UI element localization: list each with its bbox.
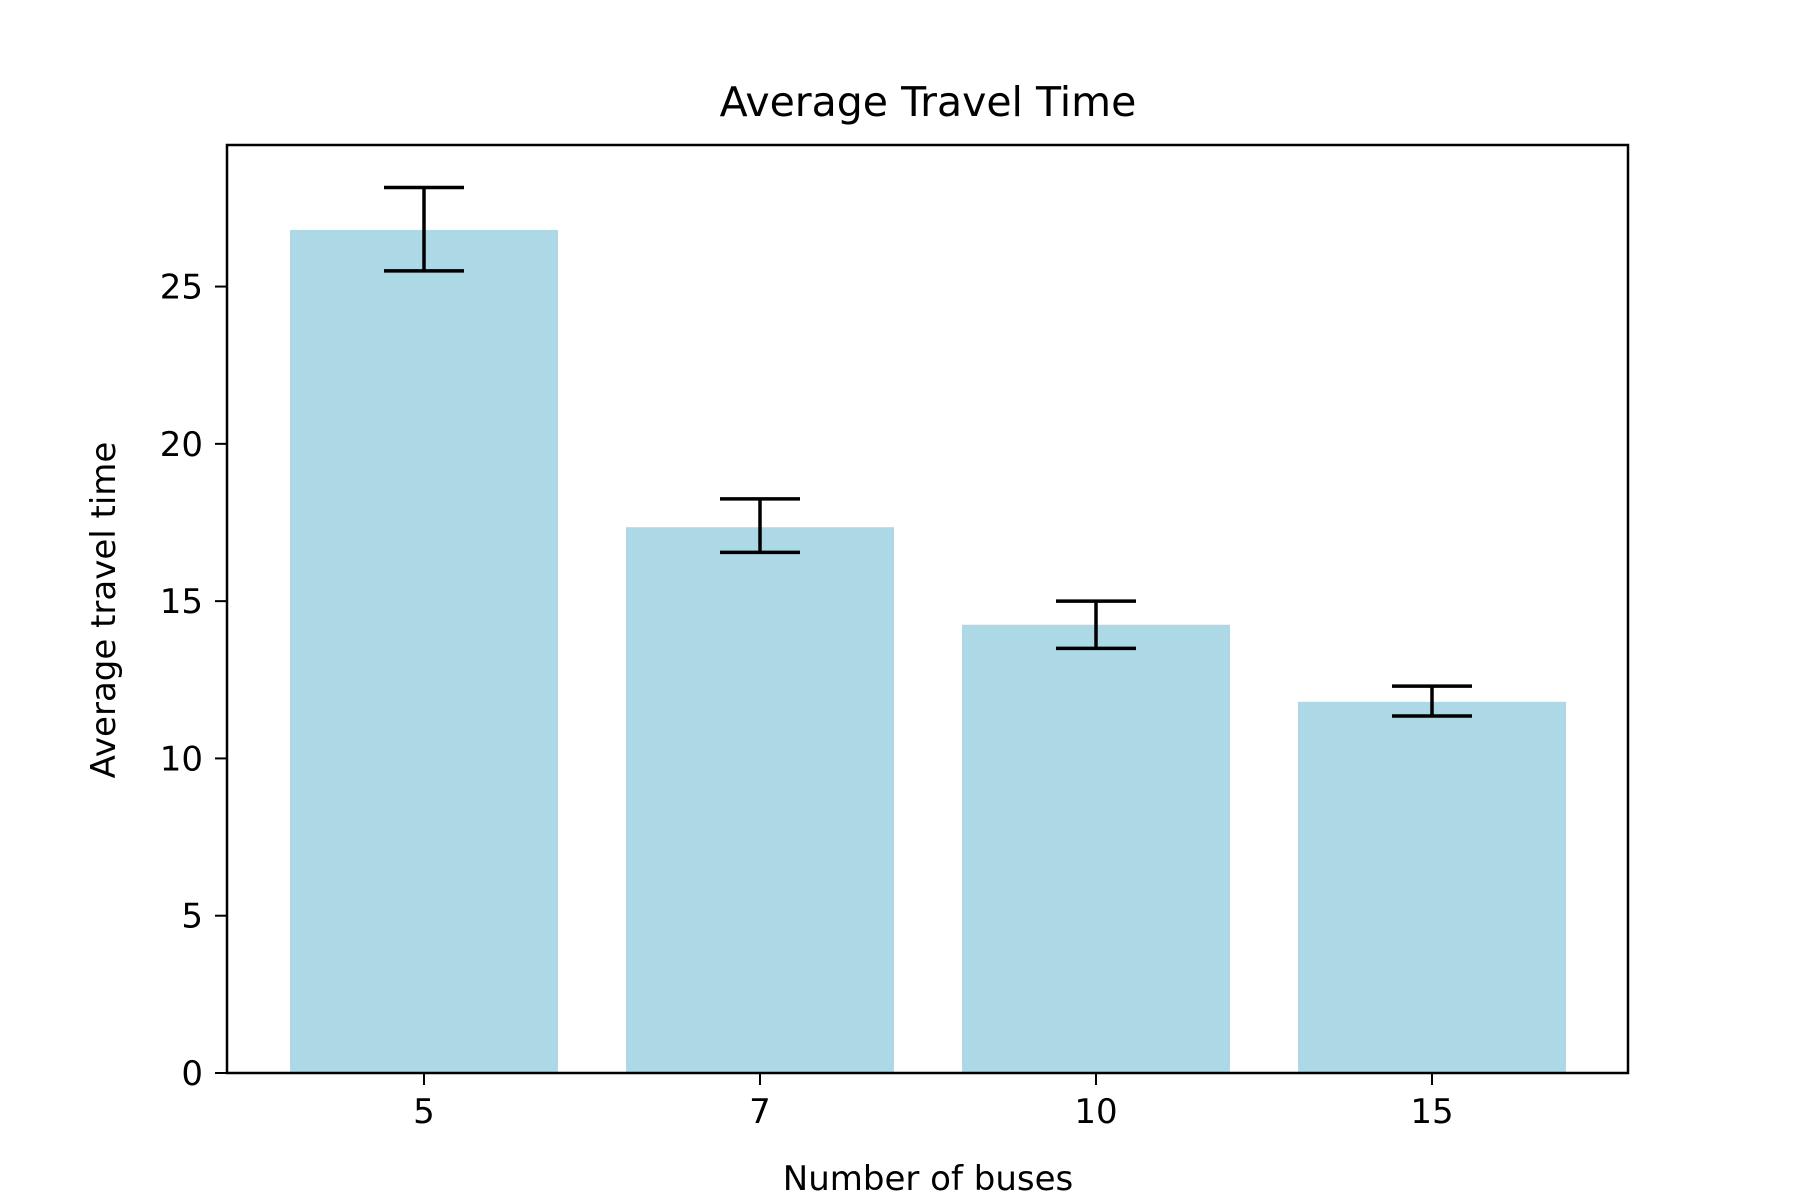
bar-15 <box>1298 701 1566 1073</box>
bar-10 <box>962 624 1230 1073</box>
error-bar-7 <box>720 497 800 555</box>
chart-title: Average Travel Time <box>720 78 1137 126</box>
x-axis-ticks: 5 7 10 15 <box>413 1073 1454 1132</box>
plot-frame <box>225 143 1630 1075</box>
y-tick-label-10: 10 <box>160 739 203 779</box>
bar-7 <box>626 527 894 1073</box>
bar-5 <box>290 229 558 1073</box>
x-tick-label-5: 5 <box>413 1092 435 1132</box>
y-tick-label-25: 25 <box>160 268 203 308</box>
y-tick-label-0: 0 <box>181 1054 203 1094</box>
y-axis-label: Average travel time <box>84 442 124 779</box>
bars-layer <box>290 229 1566 1073</box>
error-bars-layer <box>384 185 1472 718</box>
error-bar-10 <box>1056 599 1136 651</box>
y-axis-ticks: 0 5 10 15 20 25 <box>160 268 227 1094</box>
axes-layer <box>225 143 1630 1075</box>
y-tick-label-20: 20 <box>160 425 203 465</box>
x-tick-label-15: 15 <box>1410 1092 1453 1132</box>
y-tick-label-5: 5 <box>181 897 203 937</box>
x-tick-label-7: 7 <box>749 1092 771 1132</box>
x-axis-label: Number of buses <box>783 1159 1073 1199</box>
error-bar-5 <box>384 185 464 273</box>
x-tick-label-10: 10 <box>1074 1092 1117 1132</box>
error-bar-15 <box>1392 684 1472 718</box>
y-tick-label-15: 15 <box>160 582 203 622</box>
